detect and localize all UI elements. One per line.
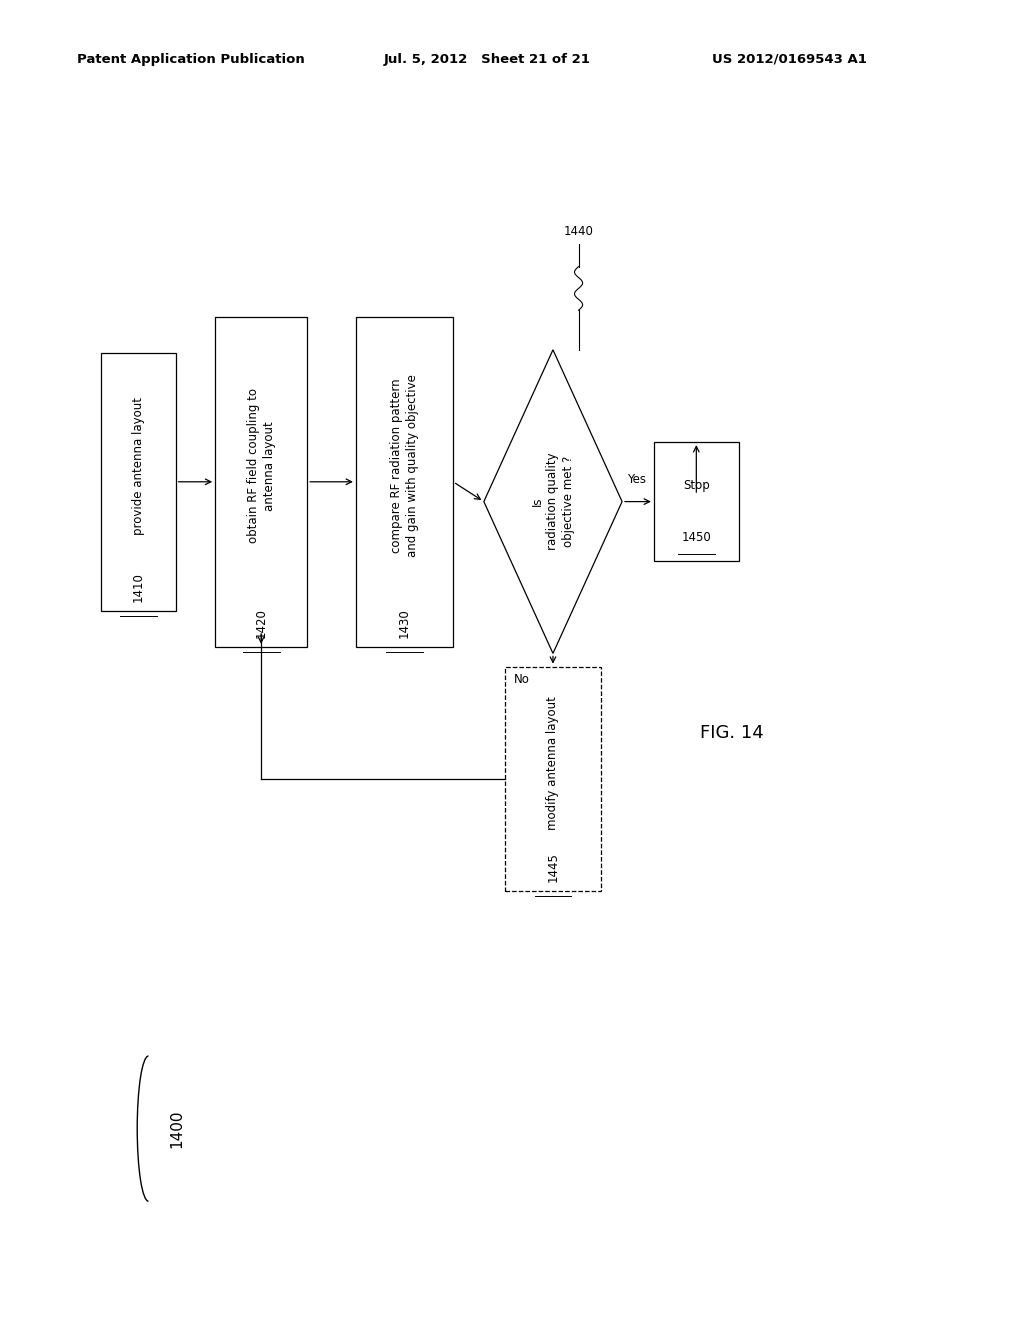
FancyBboxPatch shape xyxy=(100,354,176,610)
FancyBboxPatch shape xyxy=(654,442,739,561)
Text: Is
radiation quality
objective met ?: Is radiation quality objective met ? xyxy=(530,453,575,550)
Text: provide antenna layout: provide antenna layout xyxy=(132,397,144,535)
FancyBboxPatch shape xyxy=(215,317,307,647)
FancyBboxPatch shape xyxy=(356,317,453,647)
Text: 1430: 1430 xyxy=(398,609,411,638)
Text: 1420: 1420 xyxy=(255,609,267,638)
Text: modify antenna layout: modify antenna layout xyxy=(547,696,559,830)
Text: Yes: Yes xyxy=(627,473,646,486)
Text: 1440: 1440 xyxy=(563,224,594,238)
Text: 1410: 1410 xyxy=(132,572,144,602)
Text: FIG. 14: FIG. 14 xyxy=(700,723,764,742)
Text: 1400: 1400 xyxy=(169,1109,184,1148)
Text: Patent Application Publication: Patent Application Publication xyxy=(77,53,304,66)
Text: US 2012/0169543 A1: US 2012/0169543 A1 xyxy=(712,53,866,66)
Text: Jul. 5, 2012   Sheet 21 of 21: Jul. 5, 2012 Sheet 21 of 21 xyxy=(384,53,591,66)
FancyBboxPatch shape xyxy=(506,667,600,891)
Text: No: No xyxy=(514,673,530,686)
Text: 1450: 1450 xyxy=(681,531,712,544)
Text: obtain RF field coupling to
antenna layout: obtain RF field coupling to antenna layo… xyxy=(247,388,275,544)
Text: Stop: Stop xyxy=(683,479,710,492)
Text: 1445: 1445 xyxy=(547,853,559,882)
Text: compare RF radiation pattern
and gain with quality objective: compare RF radiation pattern and gain wi… xyxy=(390,375,419,557)
